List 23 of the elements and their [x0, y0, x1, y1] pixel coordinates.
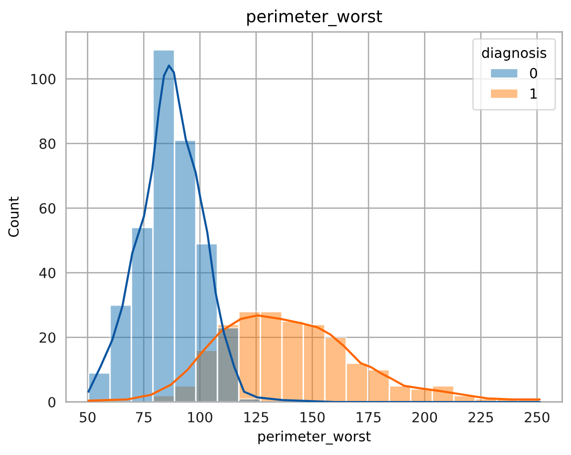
x-tick-label: 50	[80, 412, 96, 422]
y-tick-label: 40	[39, 268, 56, 278]
x-tick-label: 100	[188, 412, 212, 422]
x-tick-label: 125	[244, 412, 268, 422]
x-tick-label: 75	[136, 412, 152, 422]
y-tick-label: 20	[40, 332, 56, 343]
legend-label: 0	[530, 68, 538, 78]
x-tick-label: 175	[356, 412, 381, 422]
legend-label: 1	[530, 88, 537, 99]
y-tick-label: 100	[31, 74, 56, 84]
x-tick-label: 200	[412, 412, 438, 422]
y-tick-label: 80	[40, 138, 56, 149]
y-axis-title: Count	[8, 196, 19, 237]
line-series	[87, 64, 541, 402]
x-tick-label: 250	[524, 412, 550, 422]
legend-title: diagnosis	[482, 47, 546, 61]
x-tick-label: 225	[468, 412, 493, 422]
x-tick-label: 150	[300, 412, 325, 422]
x-axis-title: perimeter_worst	[258, 430, 371, 445]
y-tick-label: 60	[40, 203, 56, 214]
y-tick-label: 0	[48, 396, 56, 408]
chart-title: perimeter_worst	[247, 10, 382, 26]
line-series	[87, 314, 541, 402]
